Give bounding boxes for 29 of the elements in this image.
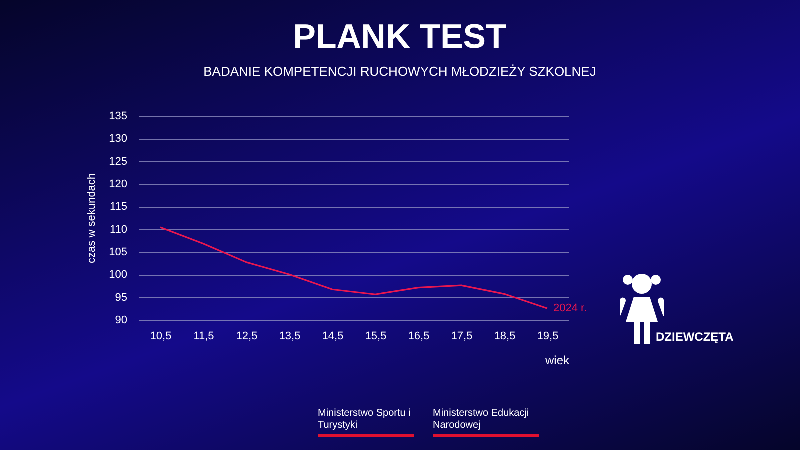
x-tick-label: 13,5 [279, 330, 301, 342]
text: Ministerstwo Sportu i Turystyki [318, 408, 414, 437]
text: DZIEWCZĘTA [656, 330, 734, 344]
y-tick-label: 130 [109, 133, 128, 146]
x-tick-label: 17,5 [451, 330, 473, 342]
chart-title: PLANK TEST [292, 18, 508, 57]
x-tick-label: 10,5 [150, 330, 172, 342]
y-tick-label: 125 [109, 156, 128, 168]
x-tick-label: 11,5 [194, 330, 214, 342]
x-axis-title: wiek [544, 354, 570, 368]
x-tick-label: 15,5 [365, 330, 387, 342]
x-tick-label: 14,5 [322, 330, 344, 342]
x-tick-label: 16,5 [408, 330, 430, 342]
y-tick-label: 95 [115, 292, 128, 304]
y-tick-label: 105 [109, 246, 128, 258]
x-tick-label: 12,5 [236, 330, 258, 342]
y-tick-label: 120 [109, 178, 128, 190]
y-tick-label: 135 [109, 110, 128, 122]
y-axis-title: czas w sekundach [86, 174, 98, 264]
y-tick-label: 90 [115, 314, 128, 326]
chart-subtitle: BADANIE KOMPETENCJI RUCHOWYCH MŁODZIEŻY SZKOLNEJ [202, 64, 598, 79]
line-series [160, 226, 548, 310]
y-tick-label: 100 [109, 269, 128, 282]
x-tick-label: 19,5 [537, 330, 559, 342]
series-label: 2024 r. [554, 302, 588, 315]
text: Ministerstwo Edukacji Narodowej [433, 408, 539, 437]
y-tick-label: 115 [110, 201, 128, 214]
y-tick-label: 110 [110, 224, 128, 236]
x-tick-label: 18,5 [494, 330, 516, 342]
